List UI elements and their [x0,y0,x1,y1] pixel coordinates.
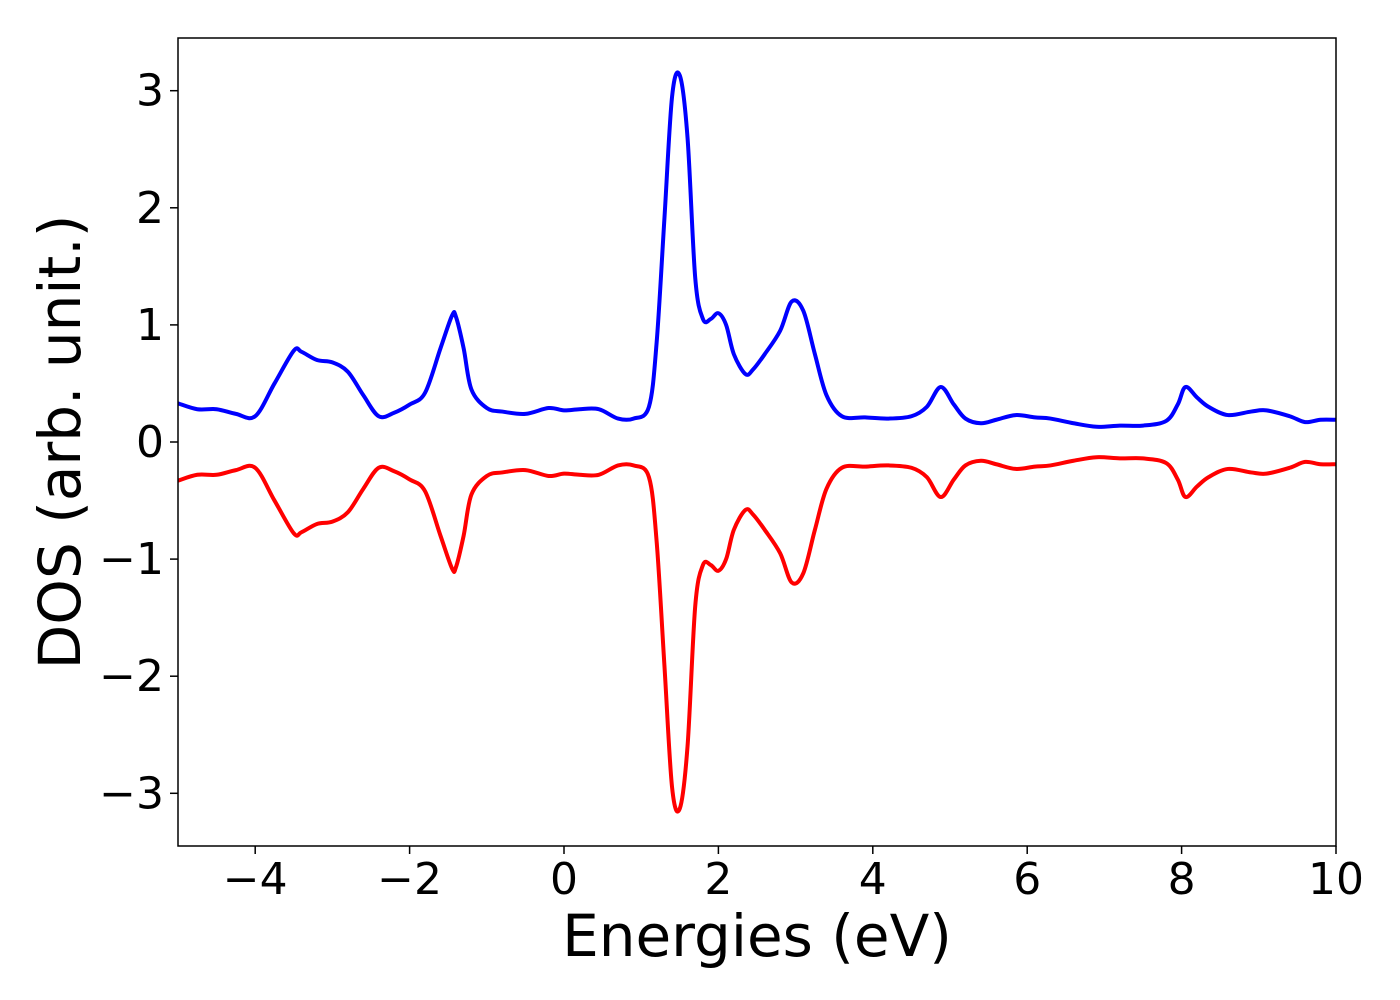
y-tick-label: −1 [99,534,164,585]
x-axis-label: Energies (eV) [562,902,952,970]
y-tick-label: 1 [136,300,164,351]
spin-down-line [178,455,1336,814]
x-tick-label: 6 [1013,854,1041,905]
plot-frame [177,37,1337,847]
x-tick-label: −4 [223,854,288,905]
x-tick-label: −2 [377,854,442,905]
x-tick-label: 0 [550,854,578,905]
x-tick-label: 2 [704,854,732,905]
y-tick-label: 2 [136,183,164,234]
y-axis-label: DOS (arb. unit.) [26,215,94,670]
y-axis: −3 −2 −1 0 1 2 3 [99,66,178,819]
y-tick-label: 0 [136,417,164,468]
y-tick-label: 3 [136,66,164,117]
x-tick-label: 4 [859,854,887,905]
x-tick-label: 8 [1168,854,1196,905]
series-layer [178,70,1336,814]
spin-up-line [178,70,1336,429]
x-axis: −4 −2 0 2 4 6 8 10 [223,846,1364,905]
x-tick-label: 10 [1308,854,1364,905]
y-tick-label: −3 [99,768,164,819]
y-tick-label: −2 [99,651,164,702]
